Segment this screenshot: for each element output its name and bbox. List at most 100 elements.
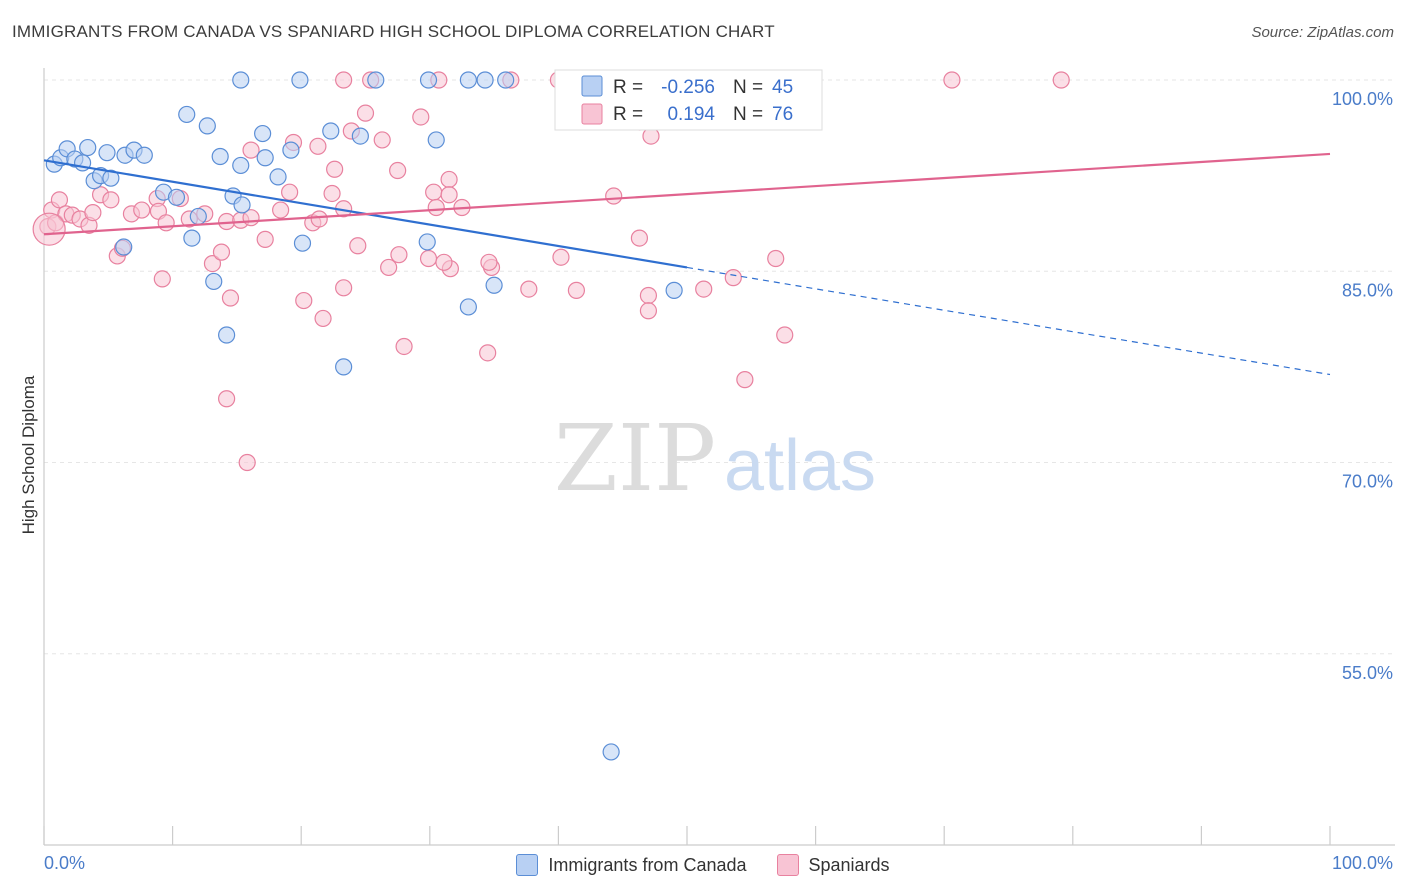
data-point-spaniards (373, 131, 391, 149)
data-point-canada (189, 207, 207, 226)
data-point-spaniards (335, 71, 353, 89)
data-point-canada (211, 147, 229, 166)
data-point-spaniards (520, 280, 538, 298)
legend-label-spaniards: Spaniards (808, 854, 890, 875)
data-point-spaniards (736, 371, 754, 389)
data-point-canada (232, 71, 250, 89)
data-point-spaniards (639, 286, 658, 305)
data-point-spaniards (552, 248, 570, 266)
series-legend: Immigrants from Canada Spaniards (0, 850, 1406, 880)
data-point-canada (254, 124, 272, 143)
data-point-spaniards (272, 201, 290, 219)
data-point-spaniards (295, 291, 313, 310)
legend-item-canada[interactable]: Immigrants from Canada (516, 854, 747, 876)
data-point-spaniards (695, 280, 713, 298)
n-value-spaniards: 76 (772, 104, 793, 125)
n-label-canada: N = (733, 77, 763, 98)
data-point-canada (102, 169, 120, 187)
data-point-canada (115, 238, 133, 256)
data-point-spaniards (943, 71, 961, 89)
x-tick-label: 0.0% (44, 853, 85, 873)
data-point-spaniards (310, 210, 328, 228)
data-point-canada (232, 156, 250, 175)
data-point-spaniards (309, 137, 327, 155)
data-point-spaniards (157, 214, 175, 232)
tick-labels: 100.0% 85.0% 70.0% 55.0% 0.0% 100.0% (44, 89, 1393, 873)
data-point-canada (293, 234, 312, 252)
legend-swatch-canada (516, 854, 539, 876)
axes (43, 68, 1395, 846)
data-point-spaniards (84, 204, 102, 222)
data-point-spaniards (776, 326, 794, 344)
data-point-spaniards (427, 198, 445, 217)
data-point-spaniards (639, 302, 658, 320)
data-point-canada (459, 298, 477, 316)
data-point-spaniards (238, 453, 256, 472)
data-point-spaniards (412, 108, 430, 126)
data-point-spaniards (326, 160, 344, 178)
data-point-spaniards (440, 170, 458, 189)
data-point-spaniards (203, 255, 222, 273)
data-point-spaniards (395, 337, 413, 356)
data-point-canada (497, 71, 515, 89)
trend-line-canada-projection (686, 266, 1331, 376)
y-tick-label: 70.0% (1342, 472, 1393, 492)
r-label-spaniards: R = (613, 104, 643, 125)
r-value-spaniards: 0.194 (667, 104, 715, 125)
y-tick-label: 100.0% (1332, 89, 1393, 109)
data-point-canada (205, 272, 223, 291)
y-axis-title: High School Diploma (19, 375, 38, 534)
y-tick-label: 85.0% (1342, 280, 1393, 300)
data-point-canada (291, 71, 309, 89)
data-point-canada (135, 146, 153, 164)
n-value-canada: 45 (772, 77, 793, 98)
data-point-spaniards (356, 104, 375, 122)
data-point-spaniards (133, 201, 151, 219)
trend-lines (43, 152, 1331, 376)
x-tick-label: 100.0% (1332, 853, 1393, 873)
data-point-spaniards (323, 184, 341, 203)
data-point-spaniards (767, 249, 785, 268)
r-label-canada: R = (613, 77, 643, 98)
data-point-spaniards (435, 253, 453, 271)
source-credit: Source: ZipAtlas.com (1251, 24, 1394, 41)
data-point-spaniards (335, 279, 353, 297)
data-point-canada (419, 71, 438, 89)
data-point-canada (218, 326, 236, 344)
legend-swatch-spaniards (776, 854, 799, 876)
data-point-spaniards (221, 289, 240, 307)
data-point-spaniards (218, 390, 236, 408)
data-point-canada (167, 188, 186, 206)
watermark-zip: ZIP (554, 405, 716, 512)
data-point-canada (233, 196, 251, 214)
data-point-spaniards (390, 246, 408, 264)
data-point-spaniards (32, 212, 66, 246)
data-point-spaniards (440, 186, 458, 204)
legend-swatch-canada (581, 75, 603, 97)
data-point-canada (256, 149, 274, 167)
stats-legend: R = -0.256 N = 45 R = 0.194 N = 76 (554, 69, 823, 131)
data-point-canada (485, 276, 503, 294)
data-point-canada (79, 138, 97, 157)
data-point-canada (335, 358, 353, 376)
data-point-spaniards (567, 281, 586, 299)
data-point-canada (178, 105, 196, 124)
legend-label-canada: Immigrants from Canada (548, 854, 747, 875)
data-point-spaniards (380, 258, 398, 277)
data-point-canada (269, 168, 287, 186)
data-point-canada (183, 229, 201, 247)
data-point-spaniards (630, 229, 649, 247)
data-point-spaniards (153, 270, 171, 288)
data-point-spaniards (389, 161, 407, 180)
data-point-spaniards (102, 191, 120, 209)
data-point-spaniards (314, 309, 332, 328)
data-point-spaniards (724, 269, 742, 287)
n-label-spaniards: N = (733, 104, 763, 125)
legend-item-spaniards[interactable]: Spaniards (776, 854, 890, 876)
data-point-spaniards (256, 230, 274, 248)
data-point-canada (418, 233, 436, 251)
y-tick-label: 55.0% (1342, 663, 1393, 683)
data-point-spaniards (242, 141, 260, 159)
data-point-spaniards (50, 191, 69, 209)
